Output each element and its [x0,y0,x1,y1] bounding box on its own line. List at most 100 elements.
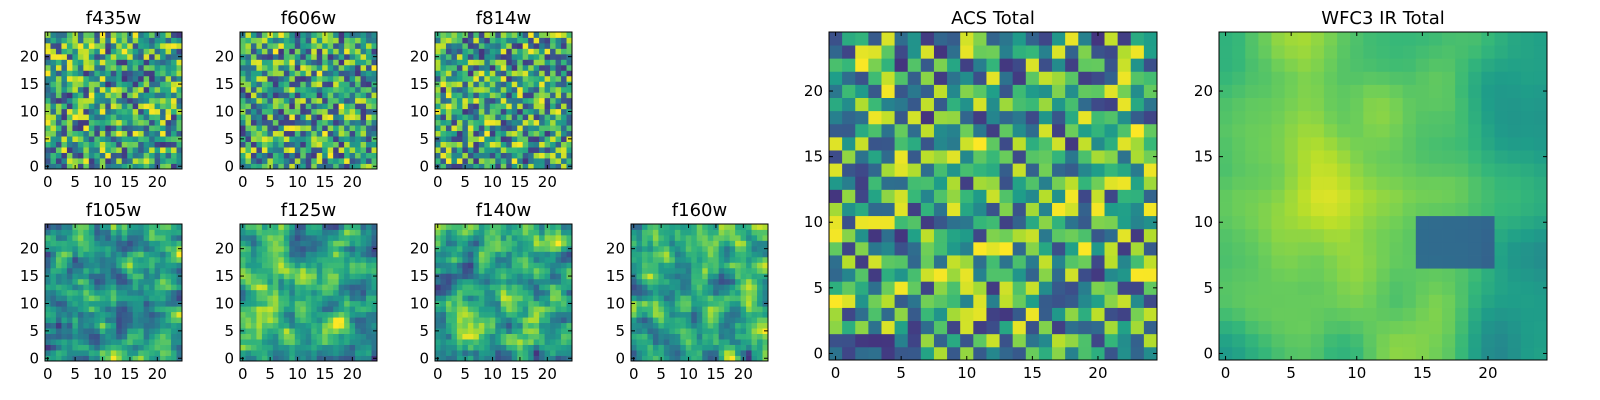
heatmap-cell [495,306,502,313]
heatmap-cell [165,136,172,142]
heatmap-cell [746,344,752,351]
heatmap-cell [539,158,545,164]
heatmap-cell [138,64,145,71]
heatmap-cell [72,234,79,241]
heatmap-cell [456,273,463,280]
heatmap-cell [72,350,79,356]
y-tick-label: 20 [215,240,234,258]
heatmap-cell [250,59,257,66]
heatmap-cell [132,278,139,285]
heatmap-cell [245,289,252,296]
heatmap-cell [171,328,177,334]
heatmap-cell [99,92,106,99]
heatmap-cell [533,147,540,153]
heatmap-cell [316,97,323,104]
heatmap-cell [724,245,731,252]
heatmap-cell [121,328,128,334]
heatmap-cell [528,234,535,241]
y-tick-label: 5 [224,322,234,340]
heatmap-cell [881,176,895,190]
heatmap-cell [261,64,268,71]
heatmap-cell [99,311,106,318]
heatmap-cell [1012,189,1027,203]
heatmap-cell [349,125,356,132]
heatmap-cell [1065,268,1079,282]
heatmap-cell [517,86,524,93]
heatmap-cell [947,202,961,217]
heatmap-cell [550,53,556,60]
heatmap-cell [50,119,57,126]
heatmap-cell [829,202,843,217]
heatmap-cell [500,59,507,66]
heatmap-cell [344,152,350,159]
x-tick-label: 20 [538,365,557,383]
heatmap-cell [511,92,518,99]
heatmap-cell [283,300,290,307]
heatmap-cell [506,163,513,170]
heatmap-cell [1117,189,1132,203]
heatmap-cell [305,224,312,230]
heatmap-cell [842,294,856,308]
heatmap-cell [99,267,106,274]
heatmap-cell [495,300,502,307]
heatmap-cell [555,333,562,340]
heatmap-cell [127,119,134,126]
heatmap-cell [478,97,485,104]
heatmap-cell [539,295,545,302]
heatmap-cell [658,256,665,263]
heatmap-cell [50,158,57,164]
heatmap-cell [176,311,183,318]
heatmap-cell [718,284,725,291]
heatmap-cell [283,262,290,269]
heatmap-cell [132,37,139,44]
heatmap-cell [300,224,307,230]
heatmap-cell [349,300,356,307]
heatmap-cell [160,322,166,329]
heatmap-cell [366,158,372,164]
heatmap-cell [680,267,687,274]
heatmap-cell [355,92,361,99]
heatmap-cell [132,119,139,126]
heatmap-cell [45,267,51,274]
heatmap-cell [1104,255,1119,269]
heatmap-cell [261,317,268,324]
heatmap-cell [550,32,556,38]
heatmap-cell [256,245,263,252]
heatmap-cell [511,278,518,285]
heatmap-cell [539,317,545,324]
heatmap-cell [171,273,177,280]
heatmap-cell [489,75,496,82]
heatmap-cell [920,163,935,177]
heatmap-cell [561,224,567,230]
heatmap-cell [511,273,518,280]
heatmap-cell [94,256,101,263]
heatmap-cell [94,141,101,148]
heatmap-cell [99,64,106,71]
heatmap-cell [986,189,1000,203]
heatmap-cell [61,234,68,241]
heatmap-cell [338,42,345,49]
heatmap-cell [99,300,106,307]
heatmap-cell [55,229,62,236]
heatmap-cell [240,251,246,258]
heatmap-cell [154,251,161,258]
heatmap-cell [658,306,665,313]
heatmap-cell [663,267,670,274]
heatmap-cell [555,278,562,285]
heatmap-cell [261,339,268,345]
heatmap-cell [641,311,648,318]
heatmap-cell [544,75,551,82]
heatmap-cell [66,256,73,263]
heatmap-cell [1052,215,1066,230]
heatmap-cell [528,70,535,77]
heatmap-cell [77,234,84,241]
heatmap-cell [973,150,987,164]
heatmap-cell [138,256,145,263]
x-tick-label: 20 [148,365,167,383]
heatmap-cell [718,333,725,340]
heatmap-cell [641,234,648,241]
heatmap-cell [322,350,329,356]
heatmap-cell [489,229,496,236]
heatmap-cell [500,317,507,324]
heatmap-cell [267,262,274,269]
